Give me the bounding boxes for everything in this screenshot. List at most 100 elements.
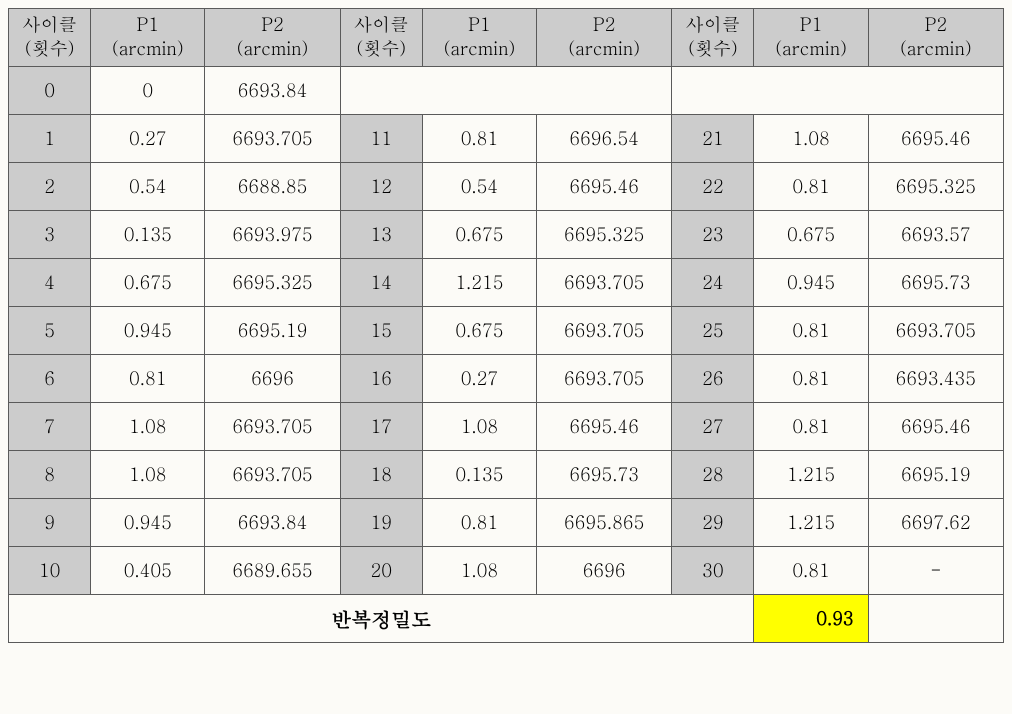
header-cycle-2: 사이클(횟수) (672, 9, 754, 67)
table-row: 10.276693.705110.816696.54211.086695.46 (9, 114, 1004, 162)
p1-cell: 0.675 (422, 306, 536, 354)
p2-cell: 6693.84 (205, 498, 340, 546)
p2-cell: 6693.705 (868, 306, 1003, 354)
cycle-cell: 2 (9, 162, 91, 210)
p2-cell: 6695.46 (537, 402, 672, 450)
header-p1-2: P1(arcmin) (754, 9, 868, 67)
p1-cell: 1.215 (422, 258, 536, 306)
p1-cell: 1.08 (422, 402, 536, 450)
p1-cell: 0.81 (422, 114, 536, 162)
p1-cell: 0.81 (754, 354, 868, 402)
cycle-cell: 30 (672, 546, 754, 594)
p1-cell: 1.215 (754, 450, 868, 498)
p1-cell: 0.135 (91, 210, 205, 258)
p2-cell: 6693.84 (205, 66, 340, 114)
cycle-cell: 23 (672, 210, 754, 258)
p1-cell: 1.08 (91, 402, 205, 450)
p2-cell: 6693.705 (205, 402, 340, 450)
p1-cell: 0.945 (754, 258, 868, 306)
p1-cell: 1.08 (91, 450, 205, 498)
p2-cell: 6693.705 (537, 354, 672, 402)
p2-cell: 6693.975 (205, 210, 340, 258)
table-row: 20.546688.85120.546695.46220.816695.325 (9, 162, 1004, 210)
table-row: 60.816696160.276693.705260.816693.435 (9, 354, 1004, 402)
p2-cell: 6696 (205, 354, 340, 402)
p2-cell: 6695.325 (205, 258, 340, 306)
cycle-cell: 29 (672, 498, 754, 546)
cycle-cell: 28 (672, 450, 754, 498)
cycle-cell: 15 (340, 306, 422, 354)
table-header: 사이클(횟수) P1(arcmin) P2(arcmin) 사이클(횟수) P1… (9, 9, 1004, 67)
p1-cell: 0.945 (91, 498, 205, 546)
cycle-cell: 27 (672, 402, 754, 450)
header-p2-1: P2(arcmin) (537, 9, 672, 67)
p2-cell: 6689.655 (205, 546, 340, 594)
header-row: 사이클(횟수) P1(arcmin) P2(arcmin) 사이클(횟수) P1… (9, 9, 1004, 67)
p2-cell: 6695.73 (537, 450, 672, 498)
p2-cell: 6695.19 (868, 450, 1003, 498)
p2-cell: 6695.325 (537, 210, 672, 258)
p2-cell: 6696.54 (537, 114, 672, 162)
p2-cell: 6695.46 (537, 162, 672, 210)
footer-empty (868, 594, 1003, 642)
p1-cell: 0.81 (754, 162, 868, 210)
table-row: 81.086693.705180.1356695.73281.2156695.1… (9, 450, 1004, 498)
p1-cell: 0.81 (754, 546, 868, 594)
table-row: 006693.84 (9, 66, 1004, 114)
header-p1-1: P1(arcmin) (422, 9, 536, 67)
p2-cell: 6695.73 (868, 258, 1003, 306)
cycle-cell: 9 (9, 498, 91, 546)
p1-cell: 0.675 (422, 210, 536, 258)
p2-cell: - (868, 546, 1003, 594)
cycle-cell: 7 (9, 402, 91, 450)
table-row: 90.9456693.84190.816695.865291.2156697.6… (9, 498, 1004, 546)
p1-cell: 0.54 (91, 162, 205, 210)
header-cycle-1: 사이클(횟수) (340, 9, 422, 67)
p2-cell: 6688.85 (205, 162, 340, 210)
p2-cell: 6693.705 (205, 450, 340, 498)
p1-cell: 0 (91, 66, 205, 114)
p2-cell: 6693.705 (537, 306, 672, 354)
cycle-cell: 12 (340, 162, 422, 210)
p2-cell: 6695.865 (537, 498, 672, 546)
cycle-cell: 25 (672, 306, 754, 354)
cycle-cell: 10 (9, 546, 91, 594)
table-row: 40.6756695.325141.2156693.705240.9456695… (9, 258, 1004, 306)
table-body: 006693.8410.276693.705110.816696.54211.0… (9, 66, 1004, 594)
p2-cell: 6695.19 (205, 306, 340, 354)
cycle-cell: 13 (340, 210, 422, 258)
p1-cell: 0.405 (91, 546, 205, 594)
p1-cell: 0.135 (422, 450, 536, 498)
cycle-cell: 26 (672, 354, 754, 402)
p2-cell: 6695.46 (868, 114, 1003, 162)
cycle-cell: 4 (9, 258, 91, 306)
p1-cell: 0.81 (754, 306, 868, 354)
p2-cell: 6693.705 (205, 114, 340, 162)
header-p1-0: P1(arcmin) (91, 9, 205, 67)
p1-cell: 0.81 (91, 354, 205, 402)
cycle-cell: 18 (340, 450, 422, 498)
empty-merged-cell (672, 66, 1004, 114)
cycle-cell: 22 (672, 162, 754, 210)
header-p2-0: P2(arcmin) (205, 9, 340, 67)
p1-cell: 1.215 (754, 498, 868, 546)
cycle-cell: 14 (340, 258, 422, 306)
p2-cell: 6695.46 (868, 402, 1003, 450)
cycle-cell: 16 (340, 354, 422, 402)
p2-cell: 6695.325 (868, 162, 1003, 210)
p1-cell: 1.08 (422, 546, 536, 594)
cycle-cell: 24 (672, 258, 754, 306)
cycle-cell: 20 (340, 546, 422, 594)
p2-cell: 6697.62 (868, 498, 1003, 546)
p1-cell: 0.945 (91, 306, 205, 354)
p1-cell: 0.27 (91, 114, 205, 162)
cycle-cell: 19 (340, 498, 422, 546)
measurement-table: 사이클(횟수) P1(arcmin) P2(arcmin) 사이클(횟수) P1… (8, 8, 1004, 643)
p2-cell: 6693.57 (868, 210, 1003, 258)
footer-row: 반복정밀도 0.93 (9, 594, 1004, 642)
cycle-cell: 5 (9, 306, 91, 354)
table-row: 71.086693.705171.086695.46270.816695.46 (9, 402, 1004, 450)
footer-value-highlight: 0.93 (754, 594, 868, 642)
table-row: 30.1356693.975130.6756695.325230.6756693… (9, 210, 1004, 258)
footer-label: 반복정밀도 (9, 594, 754, 642)
